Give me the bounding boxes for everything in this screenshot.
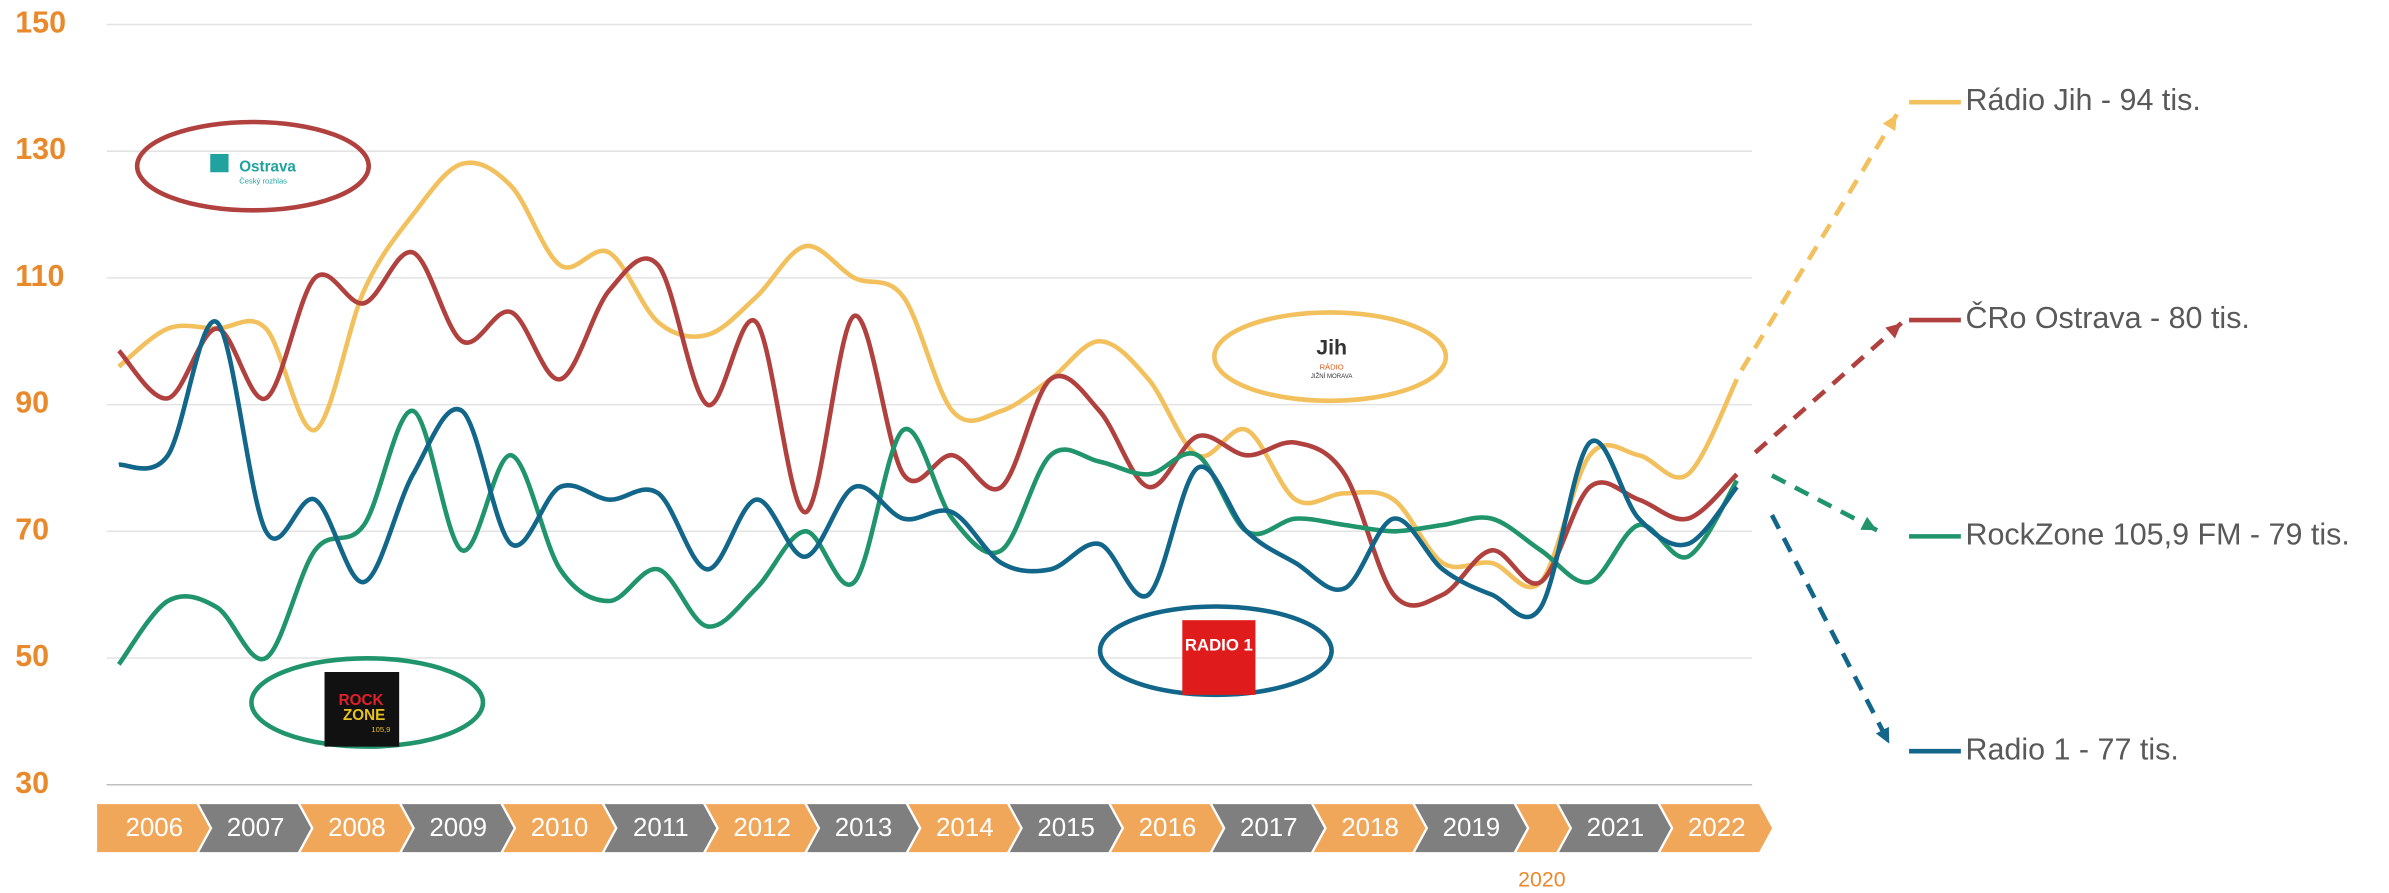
legend-arrow xyxy=(1770,473,1879,533)
legend-label: Rádio Jih - 94 tis. xyxy=(1965,83,2200,117)
x-tick-label: 2020 xyxy=(1518,867,1566,891)
y-tick-label: 130 xyxy=(15,132,66,166)
x-tick-label: 2006 xyxy=(125,814,183,842)
line-series xyxy=(117,160,1739,590)
x-tick-label: 2013 xyxy=(835,814,893,842)
logo-radio1: RADIO 1 xyxy=(1097,604,1334,698)
x-tick-label: 2021 xyxy=(1587,814,1645,842)
y-tick-label: 90 xyxy=(15,386,49,420)
legend-arrow xyxy=(1753,321,1903,455)
logo-ring xyxy=(249,655,486,749)
y-tick-label: 150 xyxy=(15,6,66,40)
legend-arrowhead xyxy=(1860,516,1878,531)
x-tick-label: 2014 xyxy=(936,814,994,842)
y-tick-label: 70 xyxy=(15,512,49,546)
logo-ring xyxy=(1212,310,1449,404)
timeline-chevron xyxy=(1656,801,1775,855)
line-series xyxy=(118,319,1739,620)
legend-arrow xyxy=(1769,514,1892,745)
legend-arrowhead xyxy=(1885,323,1902,339)
y-tick-label: 30 xyxy=(15,766,49,800)
logo-text: 105,9 xyxy=(371,725,390,734)
logo-text: ZONE xyxy=(343,707,385,724)
line-series xyxy=(117,250,1739,608)
x-tick-label: 2019 xyxy=(1443,814,1501,842)
logo-text: RÁDIO xyxy=(1320,362,1344,371)
logo-text: Ostrava xyxy=(239,159,296,176)
logo-icon xyxy=(210,153,229,173)
plot: 30 50 70 90 110 130 150 2006 2007 2008 2009 2010 201… xyxy=(15,6,2350,892)
legend-label: Radio 1 - 77 tis. xyxy=(1965,732,2178,766)
line-series xyxy=(117,408,1739,666)
logo-text: JIŽNÍ MORAVA xyxy=(1311,372,1354,380)
legend-label: RockZone 105,9 FM - 79 tis. xyxy=(1965,517,2349,551)
legend-label: ČRo Ostrava - 80 tis. xyxy=(1965,300,2249,335)
x-tick-label: 2007 xyxy=(227,814,285,842)
logo-text: RADIO 1 xyxy=(1185,636,1253,655)
logo-ostrava: Ostrava Český rozhlas xyxy=(134,119,371,213)
logo-text: Český rozhlas xyxy=(239,176,287,185)
x-tick-label: 2018 xyxy=(1341,814,1399,842)
x-tick-label: 2017 xyxy=(1240,814,1298,842)
legend-arrowhead xyxy=(1882,114,1897,132)
logo-ring xyxy=(134,119,371,213)
x-tick-label: 2012 xyxy=(733,814,791,842)
x-tick-label: 2015 xyxy=(1037,814,1095,842)
legend-arrowhead xyxy=(1875,726,1890,744)
legend-arrow xyxy=(1739,113,1899,372)
logo-text: ROCK xyxy=(339,692,384,709)
logo-icon xyxy=(324,671,400,747)
logo-icon xyxy=(1182,620,1256,695)
x-tick-label: 2010 xyxy=(531,814,589,842)
x-tick-label: 2011 xyxy=(633,814,689,842)
y-tick-label: 50 xyxy=(15,639,49,673)
x-tick-label: 2022 xyxy=(1688,814,1746,842)
y-tick-label: 110 xyxy=(15,259,64,293)
x-tick-label: 2008 xyxy=(328,814,386,842)
logo-text: Jih xyxy=(1316,336,1347,360)
logo-rockzone: ROCK ZONE 105,9 xyxy=(249,655,486,749)
x-tick-label: 2009 xyxy=(429,814,487,842)
x-tick-label: 2016 xyxy=(1139,814,1197,842)
logo-jih: Jih RÁDIO JIŽNÍ MORAVA xyxy=(1212,310,1449,404)
